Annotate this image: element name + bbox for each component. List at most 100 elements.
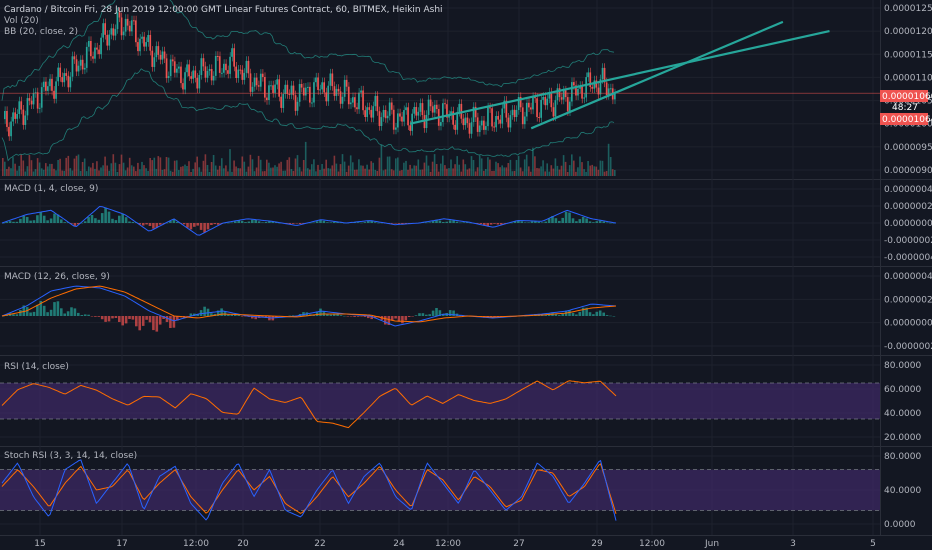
trendline[interactable]	[530, 20, 784, 130]
macd-histogram-bar	[152, 223, 155, 229]
macd-histogram-bar	[425, 222, 428, 224]
macd-histogram-bar	[128, 221, 131, 223]
candle-body	[562, 90, 565, 100]
candle-body	[427, 99, 430, 115]
candle-body	[190, 76, 192, 79]
candle-body	[329, 73, 332, 86]
volume-bar	[536, 168, 538, 176]
macd-histogram-bar	[80, 222, 84, 224]
candle-body	[180, 66, 182, 84]
candle-body	[139, 38, 141, 52]
candle-body	[366, 107, 368, 117]
candle-body	[503, 100, 506, 109]
time-axis[interactable]: 15 17 12:00 20 22 24 12:00 27 29 12:00 Jun 3 5	[34, 539, 876, 549]
macd-histogram-bar	[581, 216, 585, 223]
macd-histogram-bar	[564, 311, 568, 316]
candle-body	[290, 85, 293, 95]
macd-histogram-bar	[448, 220, 452, 223]
volume-bar	[530, 171, 532, 176]
value-tick-label: 40.0000	[884, 486, 921, 496]
macd-histogram-bar	[162, 223, 165, 224]
candle-body	[317, 77, 319, 90]
candle-body	[315, 77, 317, 83]
macd-histogram-bar	[397, 316, 401, 322]
low-price-tag: 0.00001064	[882, 115, 932, 125]
macd-histogram-bar	[114, 316, 118, 318]
volume-bar	[440, 163, 442, 176]
macd-histogram-bar	[158, 316, 162, 325]
macd-histogram-bar	[251, 316, 254, 319]
macd-histogram-bar	[544, 221, 547, 223]
volume-bar	[194, 162, 196, 176]
volume-bar	[325, 159, 327, 176]
stoch-rsi-pane[interactable]	[0, 459, 880, 521]
volume-bar	[102, 165, 104, 176]
macd-fast-pane[interactable]	[1, 205, 617, 236]
stoch-rsi-label: Stoch RSI (3, 3, 14, 14, close)	[4, 451, 137, 461]
candle-body	[442, 103, 444, 123]
macd-histogram-bar	[36, 215, 39, 223]
macd-histogram-bar	[223, 311, 227, 316]
macd-histogram-bar	[220, 308, 223, 316]
candle-body	[53, 90, 55, 99]
volume-bar	[206, 165, 209, 176]
macd-histogram-bar	[322, 220, 326, 223]
candle-body	[417, 111, 420, 116]
macd-histogram-bar	[90, 215, 94, 223]
macd-histogram-bar	[83, 314, 87, 316]
candle-body	[401, 116, 403, 122]
volume-bar	[122, 162, 125, 176]
price-pane[interactable]	[0, 0, 880, 176]
volume-bar	[378, 157, 381, 176]
candle-body	[468, 123, 471, 134]
candle-body	[118, 12, 121, 18]
candle-body	[292, 85, 295, 96]
macd-histogram-bar	[158, 223, 162, 225]
trendline[interactable]	[409, 30, 830, 125]
volume-bar	[407, 169, 409, 176]
macd-histogram-bar	[428, 222, 431, 223]
macd-histogram-bar	[230, 314, 234, 316]
candle-body	[159, 54, 162, 60]
macd-histogram-bar	[169, 221, 172, 223]
candle-body	[352, 97, 354, 103]
macd-histogram-bar	[510, 222, 513, 224]
volume-bar	[607, 143, 610, 176]
macd-histogram-bar	[240, 220, 244, 223]
candle-body	[302, 87, 305, 96]
candle-body	[307, 86, 309, 88]
candle-body	[552, 107, 555, 117]
volume-bar	[442, 155, 444, 176]
macd-histogram-bar	[367, 316, 370, 319]
macd-histogram-bar	[56, 301, 60, 316]
macd-histogram-bar	[513, 221, 517, 223]
volume-bar	[186, 166, 188, 176]
macd-histogram-bar	[356, 222, 360, 223]
macd-histogram-bar	[315, 311, 319, 316]
candle-body	[233, 48, 235, 67]
rsi-pane[interactable]	[0, 380, 880, 429]
volume-bar	[239, 168, 241, 176]
macd-histogram-bar	[428, 314, 431, 316]
macd-histogram-bar	[425, 314, 428, 316]
volume-bar	[433, 154, 436, 176]
candle-body	[10, 121, 12, 137]
macd-slow-pane[interactable]	[1, 285, 617, 332]
macd-histogram-bar	[561, 217, 564, 223]
value-tick-label: 0.00000000	[884, 219, 932, 229]
candle-body	[59, 67, 61, 78]
volume-bar	[18, 165, 20, 176]
macd-histogram-bar	[42, 215, 46, 223]
macd-histogram-bar	[230, 222, 234, 224]
macd-histogram-bar	[578, 311, 582, 316]
candle-body	[147, 35, 149, 42]
volume-bar	[354, 169, 356, 176]
macd-histogram-bar	[541, 222, 544, 223]
volume-bar	[478, 155, 481, 176]
volume-bar	[190, 172, 192, 176]
